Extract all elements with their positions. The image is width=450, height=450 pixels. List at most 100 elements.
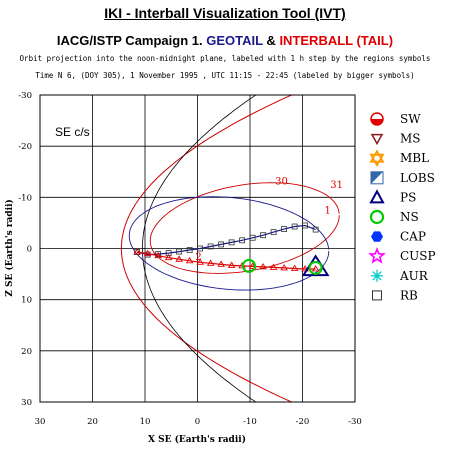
legend-item: AUR: [371, 269, 429, 283]
half-filled-circle-icon: [371, 119, 383, 125]
data-point: [311, 265, 320, 272]
data-point: [176, 248, 183, 255]
circle-icon: [369, 209, 385, 225]
boundary-curve: [120, 95, 293, 402]
legend-label: NS: [400, 210, 419, 224]
data-point: [133, 248, 141, 255]
data-point: [228, 239, 235, 246]
legend-item: CAP: [371, 230, 426, 244]
x-tick-label: 10: [140, 417, 151, 427]
x-tick-label: -20: [296, 417, 310, 427]
star-of-david-icon: [369, 153, 385, 168]
boundary-curve: [142, 95, 257, 402]
y-tick-label: 0: [27, 245, 32, 255]
legend-label: MBL: [400, 151, 429, 165]
ns-marker: [308, 260, 323, 275]
interball-label: INTERBALL (TAIL): [279, 33, 394, 48]
legend-label: LOBS: [400, 171, 435, 185]
legend-item: NS: [369, 209, 419, 225]
campaign-title: IACG/ISTP Campaign 1. GEOTAIL & INTERBAL…: [0, 33, 450, 48]
data-point: [185, 256, 194, 264]
data-point: [154, 251, 162, 259]
x-tick-label: 20: [87, 417, 98, 427]
legend-item: MS: [370, 132, 421, 146]
geotail-label: GEOTAIL: [206, 33, 263, 48]
legend-item: CUSP: [368, 247, 436, 264]
campaign-amp: &: [262, 33, 280, 48]
square-icon: [372, 290, 382, 301]
data-point: [291, 223, 298, 230]
legend-label: MS: [400, 132, 421, 146]
data-point: [280, 264, 288, 271]
data-point: [217, 260, 225, 267]
legend-label: SW: [400, 112, 421, 126]
data-point: [196, 258, 204, 265]
legend-label: CUSP: [400, 249, 436, 263]
data-point: [206, 259, 215, 266]
data-point: [218, 241, 225, 248]
data-point: [143, 249, 152, 257]
interball-orbit-loop: [149, 182, 340, 274]
legend-item: RB: [372, 288, 418, 302]
x-tick-label: 30: [35, 417, 46, 427]
data-point: [227, 261, 236, 268]
y-tick-label: 10: [21, 296, 32, 306]
data-point: [290, 264, 299, 271]
data-point: [239, 237, 246, 244]
subtitle: Orbit projection into the noon-midnight …: [19, 54, 431, 63]
x-axis-label: X SE (Earth's radii): [148, 434, 246, 445]
x-tick-label: -30: [348, 417, 362, 427]
legend-label: PS: [400, 190, 416, 204]
ticks: 30 20 10 0 -10 -20 -30 -30 -20 -10 0 10 20 30: [18, 91, 362, 427]
data-point: [270, 229, 277, 236]
plot-frame: [39, 94, 356, 403]
timeline: Time N 6, (DOY 305), 1 November 1995 , U…: [35, 71, 415, 80]
y-axis-label: Z SE (Earth's radii): [4, 199, 15, 297]
legend-label: AUR: [399, 269, 429, 283]
data-point: [260, 232, 267, 239]
y-tick-label: -10: [18, 193, 32, 203]
data-point: [207, 243, 214, 250]
data-point: [165, 250, 172, 257]
legend-label: RB: [400, 288, 418, 302]
legend-item: SW: [370, 112, 421, 126]
legend-item: PS: [369, 189, 416, 204]
data-point: [259, 263, 267, 270]
star-icon: [368, 247, 386, 264]
coord-system-label: SE c/s: [55, 125, 90, 139]
y-tick-label: 20: [21, 347, 32, 357]
legend-label: CAP: [400, 230, 426, 244]
magnetopause-curves: [120, 95, 340, 402]
data-point: [281, 226, 288, 232]
x-tick-label: 0: [195, 417, 200, 427]
triangle-up-icon: [369, 189, 385, 204]
orbit-hour-label: 30: [275, 177, 288, 188]
annotations: 30 31 1 2: [195, 177, 343, 263]
data-point: [302, 222, 309, 229]
y-tick-label: -20: [18, 142, 32, 152]
hexagon-icon: [371, 231, 383, 242]
legend-item: LOBS: [370, 171, 435, 185]
asterisk-icon: [372, 271, 382, 281]
orbit-series: [133, 222, 330, 277]
data-point: [312, 226, 319, 233]
data-point: [155, 251, 162, 258]
data-point: [269, 263, 278, 270]
data-point: [197, 245, 204, 252]
data-point: [175, 255, 183, 262]
triangle-down-icon: [370, 133, 384, 146]
legend-item: MBL: [369, 149, 429, 168]
orbit-hour-label: 1: [325, 206, 331, 217]
geotail-orbit-loop: [128, 196, 330, 291]
campaign-prefix: IACG/ISTP Campaign 1.: [56, 33, 203, 48]
star-of-david-icon: [369, 149, 385, 163]
data-point: [249, 234, 256, 241]
legend: SW MS MBL LOBS PS NS CAP CUSP AUR RB: [368, 112, 436, 302]
data-point: [164, 253, 173, 261]
data-point: [186, 247, 193, 253]
app-title: IKI - Interball Visualization Tool (IVT): [104, 5, 346, 21]
orbit-hour-label: 31: [330, 180, 343, 191]
x-tick-label: -10: [243, 417, 257, 427]
half-square-icon: [371, 171, 383, 184]
